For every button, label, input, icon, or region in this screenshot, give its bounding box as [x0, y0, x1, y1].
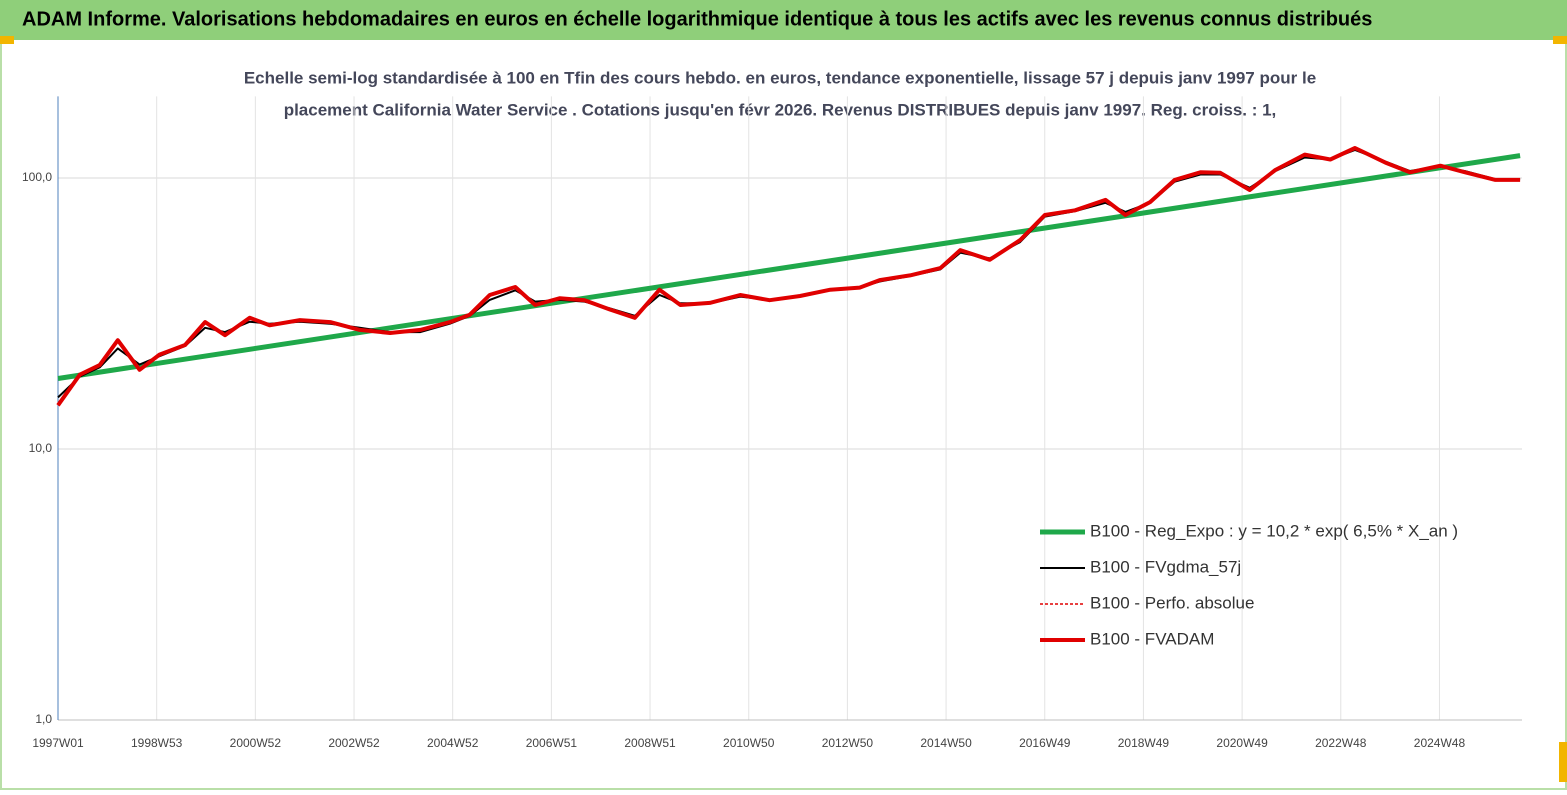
y-tick-label: 100,0 — [22, 170, 52, 184]
x-tick-label: 2010W50 — [723, 736, 775, 750]
x-tick-label: 2016W49 — [1019, 736, 1071, 750]
legend-label: B100 - FVgdma_57j — [1090, 557, 1241, 576]
x-tick-label: 2002W52 — [328, 736, 380, 750]
series-line — [57, 153, 1521, 381]
legend-label: B100 - FVADAM — [1090, 629, 1214, 648]
chart-title: ADAM Informe. Valorisations hebdomadaire… — [22, 8, 1372, 30]
corner — [0, 36, 14, 44]
legend-label: B100 - Perfo. absolue — [1090, 593, 1254, 612]
x-tick-label: 2006W51 — [526, 736, 578, 750]
x-tick-label: 2008W51 — [624, 736, 676, 750]
x-tick-label: 2000W52 — [230, 736, 282, 750]
series-line — [56, 146, 1521, 407]
x-tick-label: 2020W49 — [1216, 736, 1268, 750]
header-bar — [0, 0, 1567, 40]
x-tick-label: 2022W48 — [1315, 736, 1367, 750]
corner — [1559, 742, 1567, 782]
corner — [1553, 36, 1567, 44]
subtitle: Echelle semi-log standardisée à 100 en T… — [244, 68, 1316, 87]
x-tick-label: 2014W50 — [920, 736, 972, 750]
y-tick-label: 10,0 — [29, 441, 53, 455]
x-tick-label: 2012W50 — [822, 736, 874, 750]
x-tick-label: 2018W49 — [1118, 736, 1170, 750]
x-tick-label: 2004W52 — [427, 736, 479, 750]
x-tick-label: 2024W48 — [1414, 736, 1466, 750]
subtitle: placement California Water Service . Cot… — [284, 100, 1277, 119]
y-tick-label: 1,0 — [35, 712, 52, 726]
x-tick-label: 1997W01 — [32, 736, 84, 750]
x-tick-label: 1998W53 — [131, 736, 183, 750]
legend-label: B100 - Reg_Expo : y = 10,2 * exp( 6,5% *… — [1090, 521, 1458, 540]
